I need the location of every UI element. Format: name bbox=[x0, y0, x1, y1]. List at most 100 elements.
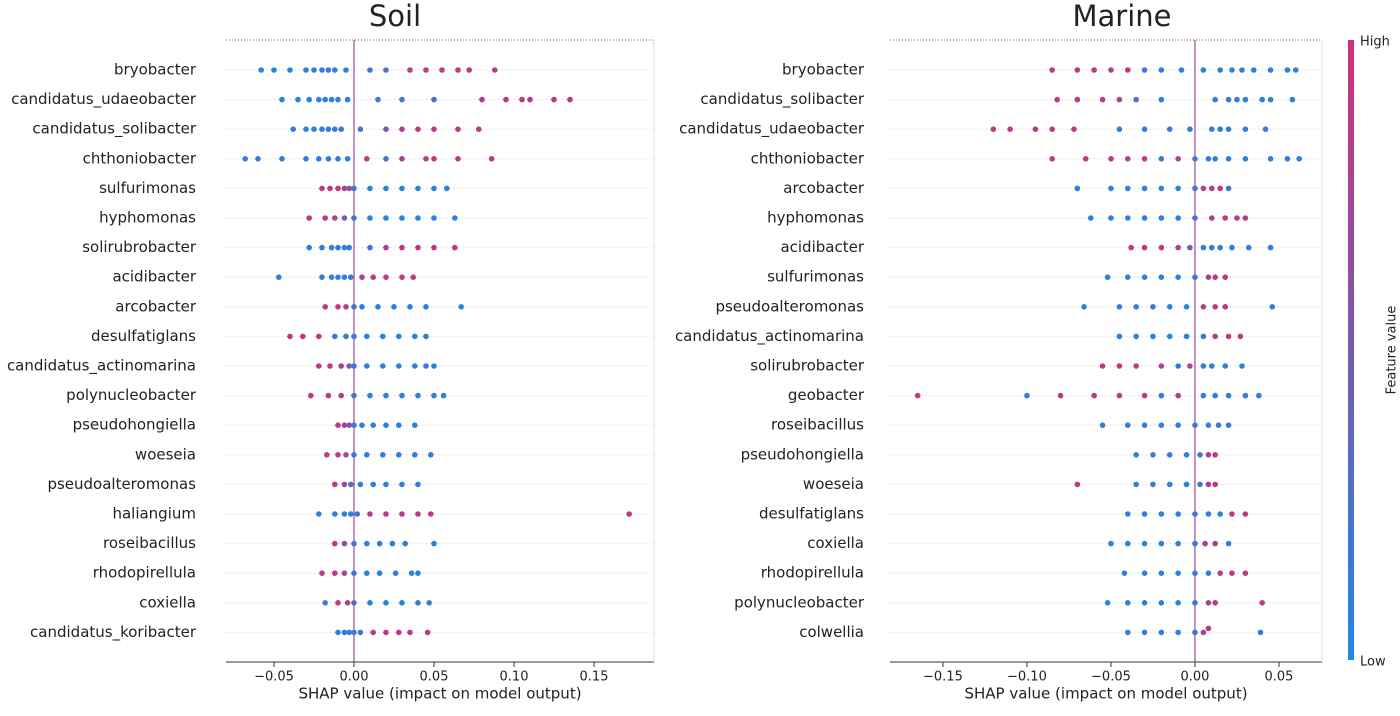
shap-point bbox=[1192, 629, 1198, 636]
shap-point bbox=[1091, 67, 1097, 73]
shap-point bbox=[1178, 67, 1185, 73]
shap-point bbox=[1225, 540, 1232, 547]
shap-point bbox=[1267, 244, 1274, 251]
shap-point bbox=[1225, 126, 1232, 132]
shap-point bbox=[348, 481, 354, 488]
shap-point bbox=[335, 600, 341, 606]
shap-point bbox=[1133, 333, 1139, 340]
shap-point bbox=[1205, 274, 1212, 281]
shap-point bbox=[412, 422, 418, 429]
shap-point bbox=[1192, 215, 1198, 221]
shap-point bbox=[1296, 156, 1302, 162]
shap-point bbox=[1267, 96, 1274, 103]
shap-point bbox=[1269, 304, 1276, 310]
shap-point bbox=[1104, 600, 1111, 606]
shap-point bbox=[335, 452, 341, 458]
shap-point bbox=[1124, 540, 1131, 547]
shap-point bbox=[1158, 215, 1165, 221]
shap-point bbox=[1175, 363, 1181, 369]
shap-point bbox=[1158, 540, 1165, 547]
shap-point bbox=[332, 481, 338, 488]
shap-point bbox=[367, 511, 373, 517]
shap-point bbox=[367, 185, 373, 192]
shap-point bbox=[359, 304, 365, 310]
x-tick-label: 0.15 bbox=[580, 670, 609, 685]
colorbar bbox=[1348, 40, 1354, 660]
colorbar-high: High bbox=[1360, 35, 1390, 50]
shap-point bbox=[1133, 363, 1139, 369]
shap-point bbox=[306, 96, 313, 103]
shap-point bbox=[412, 452, 418, 458]
shap-point bbox=[287, 67, 293, 73]
shap-point bbox=[1175, 540, 1181, 547]
shap-point bbox=[1192, 422, 1198, 429]
shap-point bbox=[346, 629, 353, 636]
shap-point bbox=[346, 185, 353, 192]
shap-point bbox=[1108, 215, 1114, 221]
shap-point bbox=[383, 244, 389, 251]
shap-point bbox=[1141, 67, 1148, 73]
feature-label: candidatus_solibacter bbox=[32, 120, 196, 139]
shap-point bbox=[1141, 244, 1148, 251]
shap-point bbox=[335, 274, 341, 281]
shap-point bbox=[452, 215, 458, 221]
shap-point bbox=[1108, 67, 1114, 73]
shap-point bbox=[383, 511, 389, 517]
shap-point bbox=[1150, 481, 1156, 488]
shap-point bbox=[428, 452, 434, 458]
shap-point bbox=[407, 629, 413, 636]
shap-point bbox=[322, 96, 329, 103]
shap-point bbox=[399, 511, 405, 517]
shap-point bbox=[1217, 126, 1223, 132]
shap-point bbox=[335, 304, 341, 310]
shap-point bbox=[1081, 304, 1087, 310]
shap-point bbox=[346, 422, 353, 429]
shap-point bbox=[370, 629, 377, 636]
shap-point bbox=[1158, 96, 1165, 103]
shap-point bbox=[1289, 96, 1296, 103]
shap-point bbox=[1175, 274, 1181, 281]
shap-point bbox=[1208, 363, 1215, 369]
shap-point bbox=[370, 422, 377, 429]
shap-point bbox=[341, 215, 348, 221]
shap-point bbox=[1158, 422, 1165, 429]
shap-point bbox=[351, 304, 357, 310]
shap-point bbox=[1166, 126, 1173, 132]
shap-point bbox=[303, 156, 309, 162]
shap-point bbox=[990, 126, 997, 132]
shap-point bbox=[319, 185, 325, 192]
shap-point bbox=[332, 126, 338, 132]
shap-point bbox=[1158, 392, 1165, 399]
shap-point bbox=[343, 452, 349, 458]
shap-point bbox=[344, 156, 351, 162]
feature-label: haliangium bbox=[112, 505, 196, 523]
shap-point bbox=[364, 570, 370, 576]
feature-label: solirubrobacter bbox=[750, 357, 865, 375]
shap-point bbox=[1108, 156, 1114, 162]
shap-point bbox=[1222, 363, 1229, 369]
shap-point bbox=[308, 392, 314, 399]
x-tick-label: −0.05 bbox=[254, 670, 294, 685]
shap-point bbox=[1049, 156, 1055, 162]
shap-point bbox=[1158, 600, 1165, 606]
feature-label: woeseia bbox=[135, 445, 196, 463]
shap-point bbox=[431, 156, 437, 162]
shap-point bbox=[364, 452, 370, 458]
shap-point bbox=[1091, 392, 1097, 399]
shap-point bbox=[1187, 363, 1193, 369]
shap-point bbox=[328, 96, 335, 103]
shap-point bbox=[328, 244, 335, 251]
x-axis-label: SHAP value (impact on model output) bbox=[298, 685, 581, 703]
x-tick-label: 0.05 bbox=[1265, 670, 1294, 685]
shap-point bbox=[1150, 304, 1156, 310]
shap-point bbox=[1166, 333, 1173, 340]
shap-point bbox=[431, 126, 437, 132]
x-tick-label: 0.10 bbox=[500, 670, 529, 685]
shap-point bbox=[492, 67, 498, 73]
shap-point bbox=[1250, 67, 1257, 73]
shap-point bbox=[1222, 215, 1229, 221]
shap-point bbox=[1104, 274, 1111, 281]
shap-point bbox=[1200, 629, 1207, 636]
shap-point bbox=[1141, 511, 1148, 517]
shap-point bbox=[1205, 625, 1212, 632]
